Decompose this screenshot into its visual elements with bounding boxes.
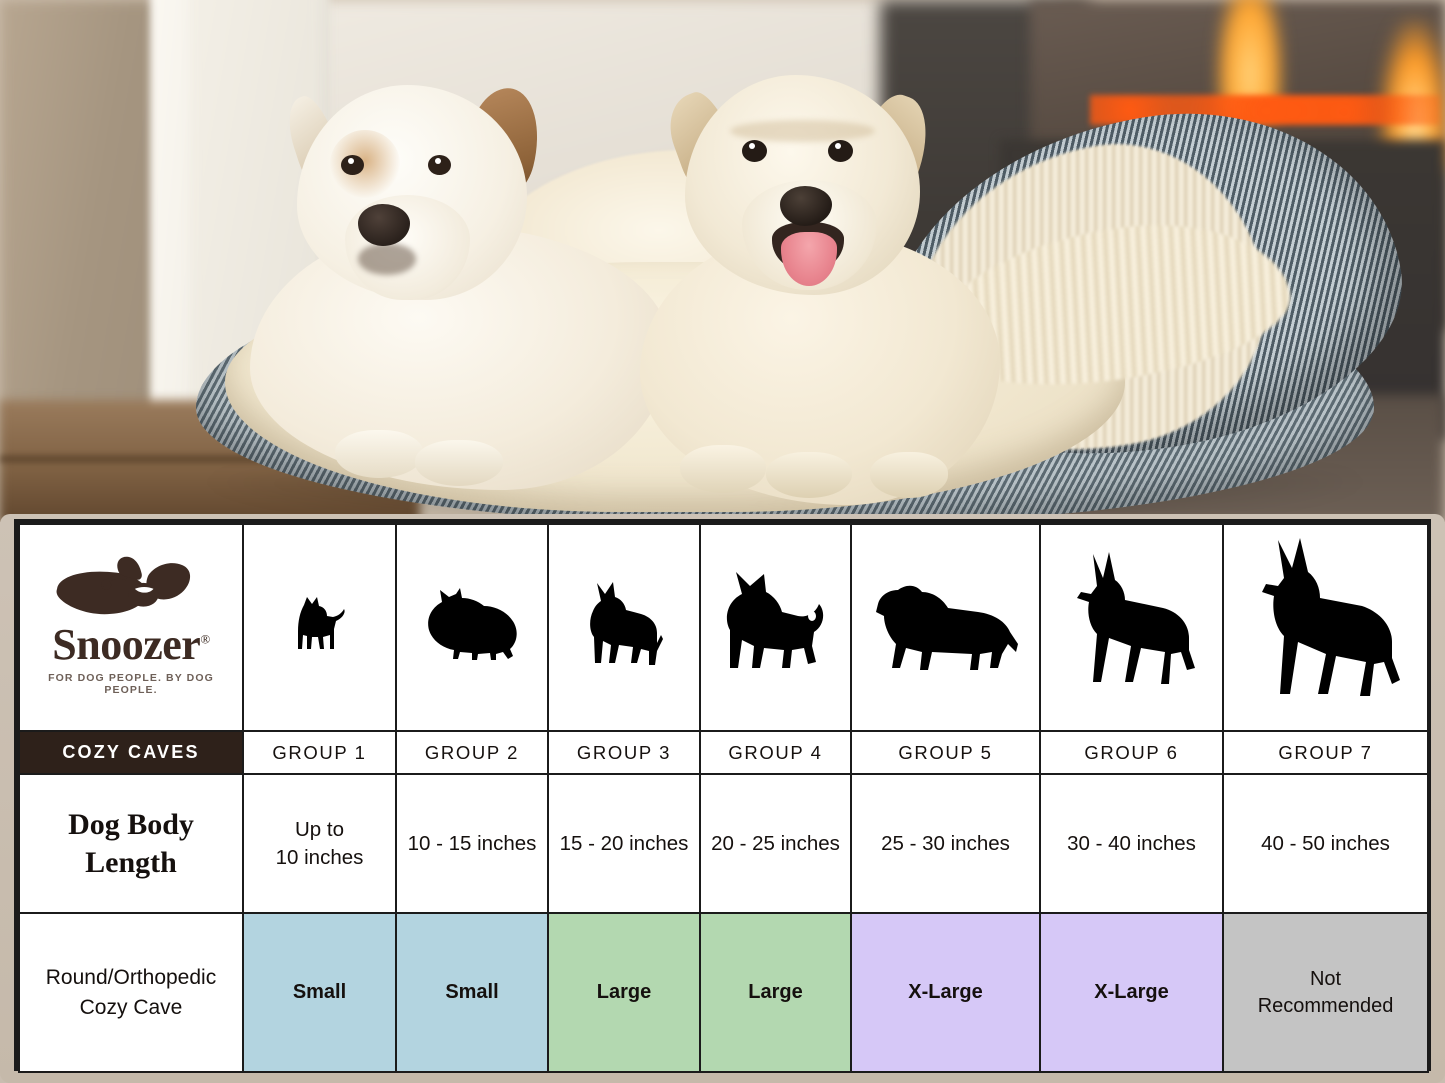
length-value-group-3: 15 - 20 inches	[547, 773, 701, 914]
dog-right-paw	[870, 452, 948, 498]
silhouette-cell-group-5	[850, 523, 1041, 732]
floor-plank-line	[0, 455, 400, 463]
size-chart-table: Snoozer® FOR DOG PEOPLE. BY DOG PEOPLE.	[18, 523, 1429, 1073]
snoozer-dog-logo-icon	[56, 556, 190, 615]
dog-body-length-label: Dog Body Length	[18, 773, 244, 914]
brand-tagline: FOR DOG PEOPLE. BY DOG PEOPLE.	[48, 672, 214, 696]
hero-photo	[0, 0, 1445, 522]
pomeranian-silhouette-icon	[428, 587, 517, 660]
brand-name: Snoozer®	[52, 620, 210, 669]
size-cell-group-3: Large	[547, 912, 701, 1073]
dog-left-nose	[358, 204, 410, 246]
group-header-2: GROUP 2	[395, 730, 549, 775]
silhouette-cell-group-6	[1039, 523, 1224, 732]
dog-body-length-label-line1: Dog Body	[68, 808, 194, 841]
dog-right-paw	[766, 452, 852, 498]
dog-left-eye	[341, 155, 364, 175]
silhouette-cell-group-7	[1222, 523, 1429, 732]
dog-right-brow	[730, 120, 875, 142]
size-cell-group-4: Large	[699, 912, 852, 1073]
size-cell-group-6: X-Large	[1039, 912, 1224, 1073]
group-header-4: GROUP 4	[699, 730, 852, 775]
dog-right-paw	[680, 445, 766, 493]
group-header-5: GROUP 5	[850, 730, 1041, 775]
group-header-6: GROUP 6	[1039, 730, 1224, 775]
size-cell-group-5: X-Large	[850, 912, 1041, 1073]
size-cell-group-7-line2: Recommended	[1257, 994, 1394, 1017]
group-header-3: GROUP 3	[547, 730, 701, 775]
dog-right-nose	[780, 186, 832, 226]
doberman-silhouette-icon	[1076, 551, 1195, 684]
dog-right-eye	[742, 140, 767, 162]
product-line-header: COZY CAVES	[18, 730, 244, 775]
brand-logo-cell: Snoozer® FOR DOG PEOPLE. BY DOG PEOPLE.	[18, 523, 244, 732]
size-cell-group-1: Small	[242, 912, 397, 1073]
group-header-7: GROUP 7	[1222, 730, 1429, 775]
dog-right-eye	[828, 140, 853, 162]
dog-left-paw	[335, 430, 423, 478]
size-cell-group-7-line1: Not	[1309, 967, 1342, 990]
product-row-label-line1: Round/Orthopedic	[45, 966, 217, 990]
chihuahua-silhouette-icon	[297, 596, 345, 649]
dog-right-eye-highlight	[835, 143, 841, 149]
dog-left-eye	[428, 155, 451, 175]
silhouette-row: Snoozer® FOR DOG PEOPLE. BY DOG PEOPLE.	[18, 523, 1429, 732]
length-value-group-1: Up to 10 inches	[242, 773, 397, 914]
group-header-row: COZY CAVES GROUP 1 GROUP 2 GROUP 3 GROUP…	[18, 730, 1429, 775]
length-value-group-5: 25 - 30 inches	[850, 773, 1041, 914]
shiba-inu-silhouette-icon	[726, 571, 823, 668]
boston-terrier-silhouette-icon	[590, 581, 663, 665]
dog-left-paw	[415, 440, 503, 486]
silhouette-cell-group-2	[395, 523, 549, 732]
size-chart-table-wrapper: Snoozer® FOR DOG PEOPLE. BY DOG PEOPLE.	[14, 519, 1431, 1073]
product-row-label-line2: Cozy Cave	[79, 995, 183, 1019]
silhouette-cell-group-3	[547, 523, 701, 732]
product-row-label: Round/Orthopedic Cozy Cave	[18, 912, 244, 1073]
length-value-group-7: 40 - 50 inches	[1222, 773, 1429, 914]
dog-right-eye-highlight	[749, 143, 755, 149]
length-value-group-2: 10 - 15 inches	[395, 773, 549, 914]
dog-left-eye-highlight	[435, 158, 441, 164]
length-value-group-4: 20 - 25 inches	[699, 773, 852, 914]
dog-left-chin	[358, 243, 416, 275]
silhouette-cell-group-1	[242, 523, 397, 732]
brand-logo: Snoozer® FOR DOG PEOPLE. BY DOG PEOPLE.	[20, 555, 242, 696]
round-orthopedic-cozy-cave-row: Round/Orthopedic Cozy Cave Small Small L…	[18, 912, 1429, 1073]
dog-left-eye-highlight	[348, 158, 354, 164]
registered-mark: ®	[200, 631, 210, 647]
length-value-group-6: 30 - 40 inches	[1039, 773, 1224, 914]
dog-body-length-label-line2: Length	[85, 845, 177, 879]
brand-name-text: Snoozer	[52, 620, 201, 669]
golden-retriever-silhouette-icon	[875, 585, 1018, 670]
group-header-1: GROUP 1	[242, 730, 397, 775]
great-dane-silhouette-icon	[1261, 537, 1400, 696]
size-cell-group-7: Not Recommended	[1222, 912, 1429, 1073]
dog-body-length-row: Dog Body Length Up to 10 inches 10 - 15 …	[18, 773, 1429, 914]
silhouette-cell-group-4	[699, 523, 852, 732]
length-value-group-1-line1: Up to	[295, 818, 344, 842]
length-value-group-1-line2: 10 inches	[275, 845, 364, 869]
size-cell-group-2: Small	[395, 912, 549, 1073]
